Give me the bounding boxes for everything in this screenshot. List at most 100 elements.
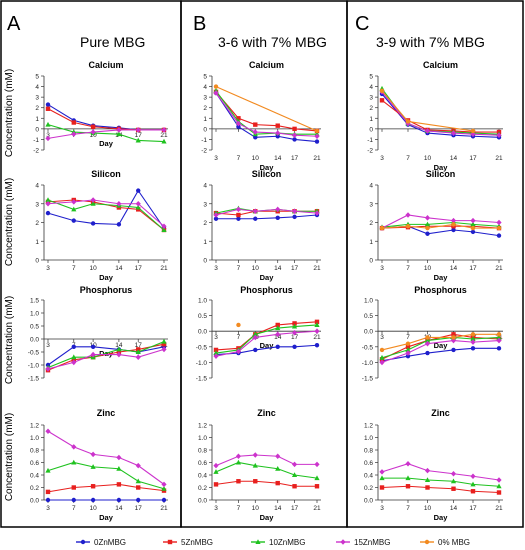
data-point: [116, 482, 122, 487]
y-tick-label: 0.0: [198, 498, 207, 505]
data-point: [291, 323, 298, 329]
data-point: [275, 480, 280, 486]
legend-item-5znmbg: 5ZnMBG: [163, 538, 213, 547]
x-tick-label: 10: [89, 132, 97, 139]
y-tick-label: 0.0: [30, 498, 39, 505]
data-point: [236, 479, 241, 484]
series-0mbg: [236, 322, 241, 328]
y-tick-label: 0.2: [364, 485, 373, 492]
panel-letter-a: A: [7, 13, 21, 35]
series-0mbg: [213, 84, 320, 134]
series-0mbg: [379, 88, 476, 134]
row-ylabel-1: Concentration (mM): [4, 69, 15, 157]
y-tick-label: -2: [33, 148, 39, 155]
data-point: [213, 469, 219, 474]
data-point: [470, 128, 476, 134]
series-line: [381, 99, 499, 133]
data-point: [314, 322, 320, 327]
data-point: [213, 212, 219, 218]
x-tick-label: 17: [469, 505, 477, 512]
x-tick-label: 17: [469, 265, 477, 272]
data-point: [292, 137, 297, 142]
x-tick-label: 7: [237, 155, 241, 162]
data-point: [135, 137, 141, 143]
data-point: [45, 489, 51, 495]
data-point: [45, 200, 51, 207]
data-point: [45, 497, 51, 503]
series-line: [47, 430, 165, 485]
data-point: [116, 454, 122, 461]
series-line: [47, 346, 165, 366]
y-tick-label: 0.0: [364, 329, 373, 336]
x-axis-title: Day: [260, 513, 275, 522]
data-point: [135, 478, 141, 484]
series-line: [47, 461, 165, 490]
data-point: [235, 348, 242, 355]
x-tick-label: 10: [424, 505, 432, 512]
data-point: [379, 98, 385, 103]
x-tick-label: 7: [406, 505, 410, 512]
data-point: [252, 462, 258, 468]
data-point: [71, 359, 77, 366]
data-point: [116, 497, 122, 503]
x-tick-label: 21: [160, 265, 168, 272]
series-line: [381, 214, 500, 229]
series-15znmbg: [213, 328, 320, 359]
x-tick-label: 3: [214, 334, 218, 341]
data-point: [71, 497, 76, 503]
x-tick-label: 7: [72, 265, 76, 272]
x-tick-label: 14: [274, 155, 282, 162]
legend-marker: [167, 539, 173, 545]
data-point: [496, 337, 502, 344]
data-point: [496, 225, 502, 231]
data-point: [213, 353, 219, 359]
series-line: [47, 189, 165, 229]
data-point: [275, 344, 280, 349]
data-point: [496, 332, 502, 337]
x-tick-label: 3: [214, 155, 218, 162]
x-tick-label: 14: [450, 505, 458, 512]
data-point: [470, 336, 476, 341]
y-tick-label: 1.0: [30, 435, 39, 442]
data-point: [405, 460, 411, 467]
y-tick-label: 1: [203, 239, 207, 246]
x-tick-label: 7: [406, 334, 410, 341]
data-point: [90, 129, 96, 135]
x-tick-label: 3: [46, 265, 50, 272]
chart-b-phosphorus: Phosphorus-1.5-1.0-0.50.00.51.0371014172…: [196, 285, 321, 383]
data-point: [425, 335, 430, 340]
legend-item-15znmbg: 15ZnMBG: [336, 538, 390, 547]
legend-marker: [424, 539, 430, 545]
y-tick-label: -1.0: [196, 360, 208, 367]
data-point: [161, 338, 167, 344]
panel-title-b: 3-6 with 7% MBG: [218, 34, 327, 50]
series-0znmbg: [45, 497, 167, 503]
data-point: [496, 477, 502, 483]
data-point: [236, 212, 241, 218]
data-point: [314, 210, 320, 216]
data-point: [314, 133, 320, 140]
data-point: [292, 484, 297, 489]
y-tick-label: 1.2: [364, 423, 373, 430]
data-point: [424, 340, 431, 347]
data-point: [253, 347, 258, 353]
legend-label: 10ZnMBG: [269, 538, 305, 547]
data-point: [292, 214, 297, 220]
series-line: [215, 91, 318, 132]
data-point: [136, 497, 141, 503]
data-point: [45, 366, 51, 372]
data-point: [71, 485, 76, 490]
data-point: [235, 459, 242, 465]
y-tick-label: 1: [35, 239, 39, 246]
x-tick-label: 21: [495, 505, 503, 512]
chart-c-zinc: Zinc 0.0 0.2 0.4 0.6 0.8 1.0 1.2 3 7 10 14 17 21 Day: [364, 408, 503, 522]
chart-c-calcium: Calcium -2 -1 0 1 2 3 4 5 3 7 10 14 17 21 Day: [367, 60, 503, 172]
data-point: [252, 452, 258, 458]
chart-title: Zinc: [97, 408, 116, 418]
series-5znmbg: [45, 106, 167, 133]
data-point: [314, 343, 320, 348]
data-point: [425, 350, 430, 356]
y-tick-label: 0.6: [364, 460, 373, 467]
y-tick-label: 0.5: [198, 313, 207, 320]
